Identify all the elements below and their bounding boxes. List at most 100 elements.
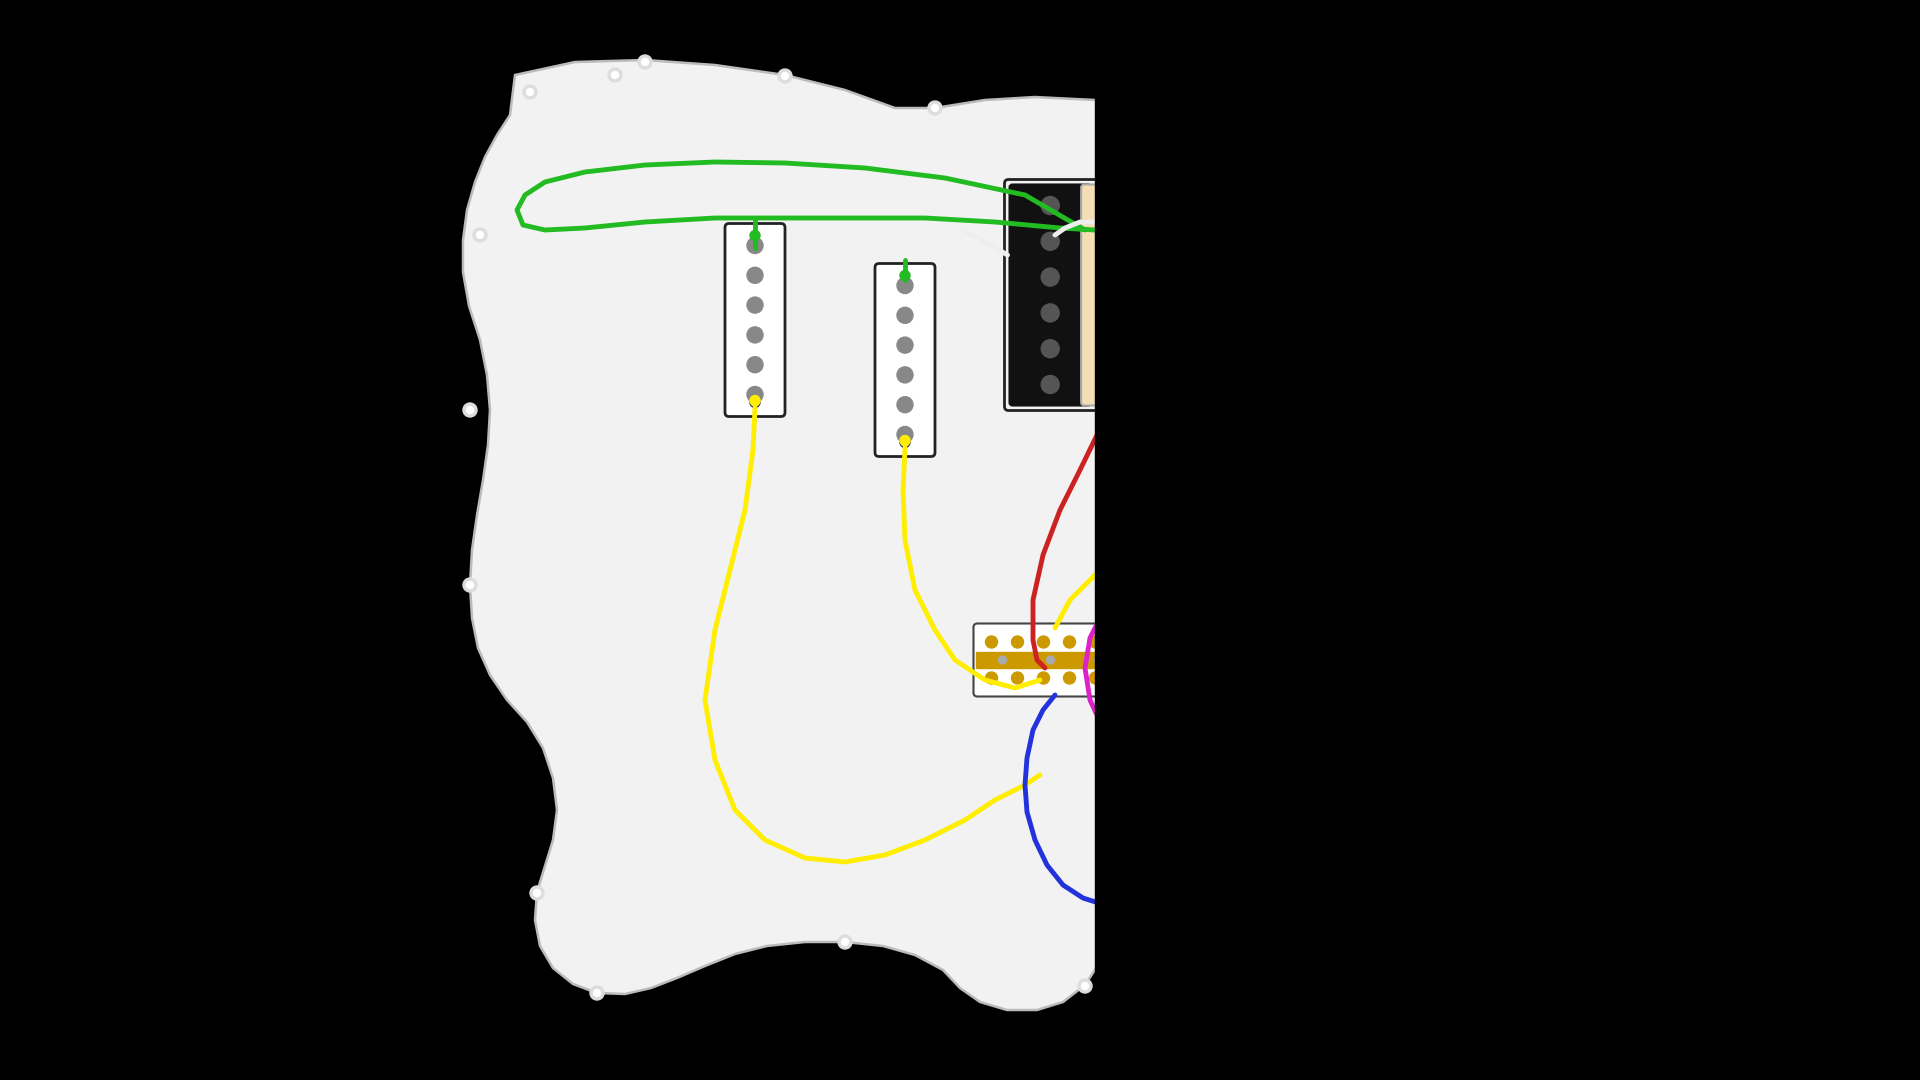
- Circle shape: [897, 337, 914, 353]
- Circle shape: [841, 939, 849, 945]
- Circle shape: [781, 72, 789, 80]
- Circle shape: [1041, 268, 1060, 286]
- Circle shape: [467, 406, 474, 414]
- Bar: [0, 0, 184, 1080]
- Circle shape: [1221, 468, 1265, 512]
- Circle shape: [1094, 656, 1102, 664]
- Circle shape: [593, 989, 601, 997]
- Circle shape: [1167, 481, 1173, 487]
- Circle shape: [1046, 656, 1054, 664]
- Circle shape: [1192, 124, 1198, 132]
- Circle shape: [751, 397, 760, 407]
- Circle shape: [1146, 723, 1204, 778]
- FancyBboxPatch shape: [876, 264, 935, 457]
- Circle shape: [472, 228, 488, 242]
- Circle shape: [897, 427, 914, 443]
- Circle shape: [1169, 780, 1181, 789]
- Circle shape: [1077, 978, 1092, 993]
- FancyBboxPatch shape: [726, 224, 785, 417]
- FancyBboxPatch shape: [973, 623, 1137, 697]
- FancyBboxPatch shape: [1081, 185, 1162, 405]
- Circle shape: [985, 672, 998, 684]
- Circle shape: [1294, 264, 1308, 276]
- Circle shape: [1089, 636, 1102, 648]
- Circle shape: [900, 437, 910, 447]
- Circle shape: [1171, 746, 1179, 754]
- Circle shape: [1188, 121, 1202, 135]
- Circle shape: [900, 435, 910, 445]
- Circle shape: [637, 55, 653, 69]
- Circle shape: [589, 986, 605, 1000]
- Circle shape: [1212, 689, 1219, 696]
- Text: TIP: TIP: [1275, 472, 1290, 482]
- Circle shape: [1041, 197, 1060, 215]
- Circle shape: [463, 403, 476, 417]
- Circle shape: [747, 327, 762, 343]
- Circle shape: [1213, 460, 1273, 519]
- Circle shape: [897, 308, 914, 323]
- Circle shape: [609, 68, 622, 82]
- Circle shape: [1114, 377, 1129, 392]
- Circle shape: [467, 581, 474, 589]
- Circle shape: [1198, 471, 1210, 481]
- Circle shape: [1041, 340, 1060, 357]
- Circle shape: [1114, 305, 1129, 321]
- Circle shape: [1165, 529, 1175, 539]
- Circle shape: [1012, 672, 1023, 684]
- Circle shape: [778, 69, 791, 83]
- Circle shape: [611, 71, 618, 79]
- Circle shape: [747, 297, 762, 313]
- Circle shape: [900, 270, 910, 281]
- Circle shape: [1064, 636, 1075, 648]
- Circle shape: [1150, 475, 1190, 515]
- Circle shape: [1081, 983, 1089, 989]
- Circle shape: [1041, 232, 1060, 251]
- Circle shape: [1233, 481, 1254, 500]
- Circle shape: [1298, 267, 1304, 273]
- Circle shape: [931, 105, 939, 111]
- Bar: [1094, 0, 1920, 1080]
- Circle shape: [1140, 728, 1150, 738]
- Circle shape: [1037, 636, 1050, 648]
- Circle shape: [1223, 595, 1235, 606]
- Polygon shape: [463, 60, 1306, 1010]
- Circle shape: [1190, 654, 1200, 664]
- Circle shape: [747, 356, 762, 373]
- Circle shape: [476, 231, 484, 239]
- Circle shape: [927, 102, 943, 114]
- Circle shape: [1114, 233, 1129, 249]
- Circle shape: [1164, 588, 1227, 652]
- Circle shape: [1165, 491, 1173, 499]
- Circle shape: [1171, 738, 1179, 743]
- Circle shape: [1158, 732, 1192, 768]
- FancyBboxPatch shape: [1010, 185, 1091, 405]
- Circle shape: [534, 890, 541, 896]
- Circle shape: [1298, 531, 1304, 539]
- Circle shape: [1190, 616, 1198, 624]
- Circle shape: [1114, 269, 1129, 285]
- Circle shape: [1208, 685, 1221, 699]
- Circle shape: [1089, 672, 1102, 684]
- Circle shape: [1192, 606, 1198, 611]
- Circle shape: [1041, 376, 1060, 393]
- Circle shape: [641, 58, 649, 66]
- Circle shape: [897, 367, 914, 383]
- Circle shape: [747, 387, 762, 403]
- Circle shape: [751, 395, 760, 405]
- Circle shape: [747, 267, 762, 283]
- Circle shape: [1064, 672, 1075, 684]
- Text: Rim: Rim: [1275, 491, 1292, 500]
- Circle shape: [526, 89, 534, 95]
- Circle shape: [1139, 463, 1202, 527]
- Circle shape: [1012, 636, 1023, 648]
- Circle shape: [1200, 728, 1210, 738]
- Circle shape: [522, 85, 538, 99]
- Circle shape: [1114, 198, 1129, 214]
- Circle shape: [1175, 600, 1215, 639]
- Bar: [975, 652, 1135, 669]
- Circle shape: [1041, 303, 1060, 322]
- Circle shape: [897, 278, 914, 294]
- Circle shape: [985, 636, 998, 648]
- Circle shape: [1294, 528, 1308, 542]
- Circle shape: [747, 238, 762, 254]
